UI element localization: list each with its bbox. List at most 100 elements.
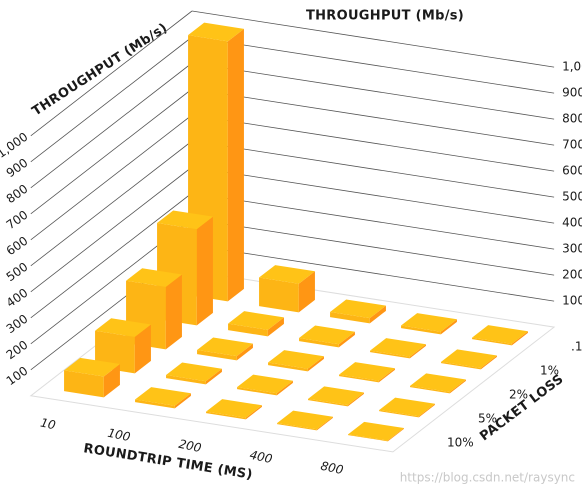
bar [259, 265, 315, 313]
bar-top [348, 421, 404, 441]
bar [370, 338, 426, 359]
bar-front [206, 411, 246, 420]
y-tick-label: 700 [4, 208, 31, 233]
bar-top [308, 386, 364, 406]
y-tick-label: 800 [562, 112, 582, 126]
bar-top [268, 350, 324, 369]
bar-top [157, 210, 213, 230]
grid-line [30, 62, 193, 189]
legend-label: .1% [571, 340, 582, 354]
grid-line [191, 244, 555, 302]
y-tick-label: 900 [4, 156, 31, 181]
bar-side [347, 392, 364, 407]
y-tick-label: 700 [562, 138, 582, 152]
bar-side [387, 428, 404, 442]
y-tick-label: 200 [4, 338, 31, 363]
y-tick-label: 100 [4, 364, 31, 389]
legend-label: 10% [447, 436, 474, 450]
bar-side [418, 403, 435, 418]
grid-line [191, 140, 555, 198]
bar-top [126, 268, 182, 287]
grid-line [191, 10, 555, 68]
bar-top [339, 362, 395, 381]
bar-top [64, 357, 120, 377]
grid-line [191, 36, 555, 94]
bar-top [237, 374, 293, 394]
bar-side [103, 364, 120, 398]
y-tick-label: 1,000 [562, 60, 582, 74]
bar-side [236, 343, 253, 361]
bar-front [268, 362, 308, 372]
z-axis-title: PACKET LOSS [477, 372, 566, 445]
bar-top [277, 410, 333, 430]
bar-side [316, 416, 333, 431]
bar-side [338, 331, 355, 348]
watermark: https://blog.csdn.net/raysync [400, 471, 575, 485]
bar-front [237, 387, 277, 396]
bar-top [401, 313, 457, 332]
bar-top [472, 325, 528, 344]
bar-top [135, 387, 191, 406]
bar [135, 387, 191, 409]
legend-label: 1% [540, 364, 559, 378]
bar-front [379, 410, 419, 418]
grid-line [191, 166, 555, 224]
legend-label: 2% [509, 388, 528, 402]
bar-side [480, 355, 497, 370]
bar-top [197, 337, 253, 357]
bar [299, 325, 355, 348]
bar [268, 350, 324, 372]
bar [308, 386, 364, 407]
y-tick-label: 600 [562, 164, 582, 178]
bar [228, 311, 284, 337]
bar-top [441, 349, 497, 369]
y-tick-label: 500 [4, 260, 31, 285]
bar-side [378, 368, 395, 383]
y-tick-label: 600 [4, 234, 31, 259]
grid-line [30, 192, 193, 319]
bar-front [228, 323, 268, 337]
bar-side [267, 317, 284, 337]
bar-top [259, 265, 315, 284]
bar-side [298, 271, 315, 313]
bar [379, 397, 435, 418]
x-tick-label: 200 [177, 437, 203, 456]
bar [441, 349, 497, 370]
bar [277, 410, 333, 431]
bar [237, 374, 293, 396]
y-tick-label: 300 [4, 312, 31, 337]
bar-top [299, 325, 355, 345]
bar [330, 299, 386, 324]
bar-top [410, 373, 466, 393]
y-tick-label: 200 [562, 268, 582, 282]
grid-line [30, 88, 193, 215]
bar-side [440, 319, 457, 335]
grid-line [30, 166, 193, 293]
bar-front [277, 423, 317, 431]
x-tick-label: 100 [106, 426, 132, 445]
bar-front [441, 361, 481, 370]
bar [348, 421, 404, 442]
bar-side [165, 274, 182, 350]
grid-line [30, 10, 193, 137]
bar [339, 362, 395, 383]
y-tick-label: 900 [562, 86, 582, 100]
bar-front [472, 337, 512, 346]
y-tick-label: 1,000 [0, 130, 31, 161]
grid-line [191, 62, 555, 120]
y-tick-label: 800 [4, 182, 31, 207]
bar-top [188, 22, 244, 42]
bar-side [174, 393, 191, 409]
bar-front [64, 370, 104, 398]
bar-front [259, 277, 299, 313]
grid-line [191, 218, 555, 276]
chart-title: THROUGHPUT (Mb/s) [306, 9, 464, 24]
bar-top [379, 397, 435, 417]
bar-front [348, 434, 388, 442]
bar-side [307, 356, 324, 372]
grid-line [30, 36, 193, 163]
bar-side [409, 344, 426, 359]
bar-side [134, 324, 151, 374]
bar-top [228, 311, 284, 330]
